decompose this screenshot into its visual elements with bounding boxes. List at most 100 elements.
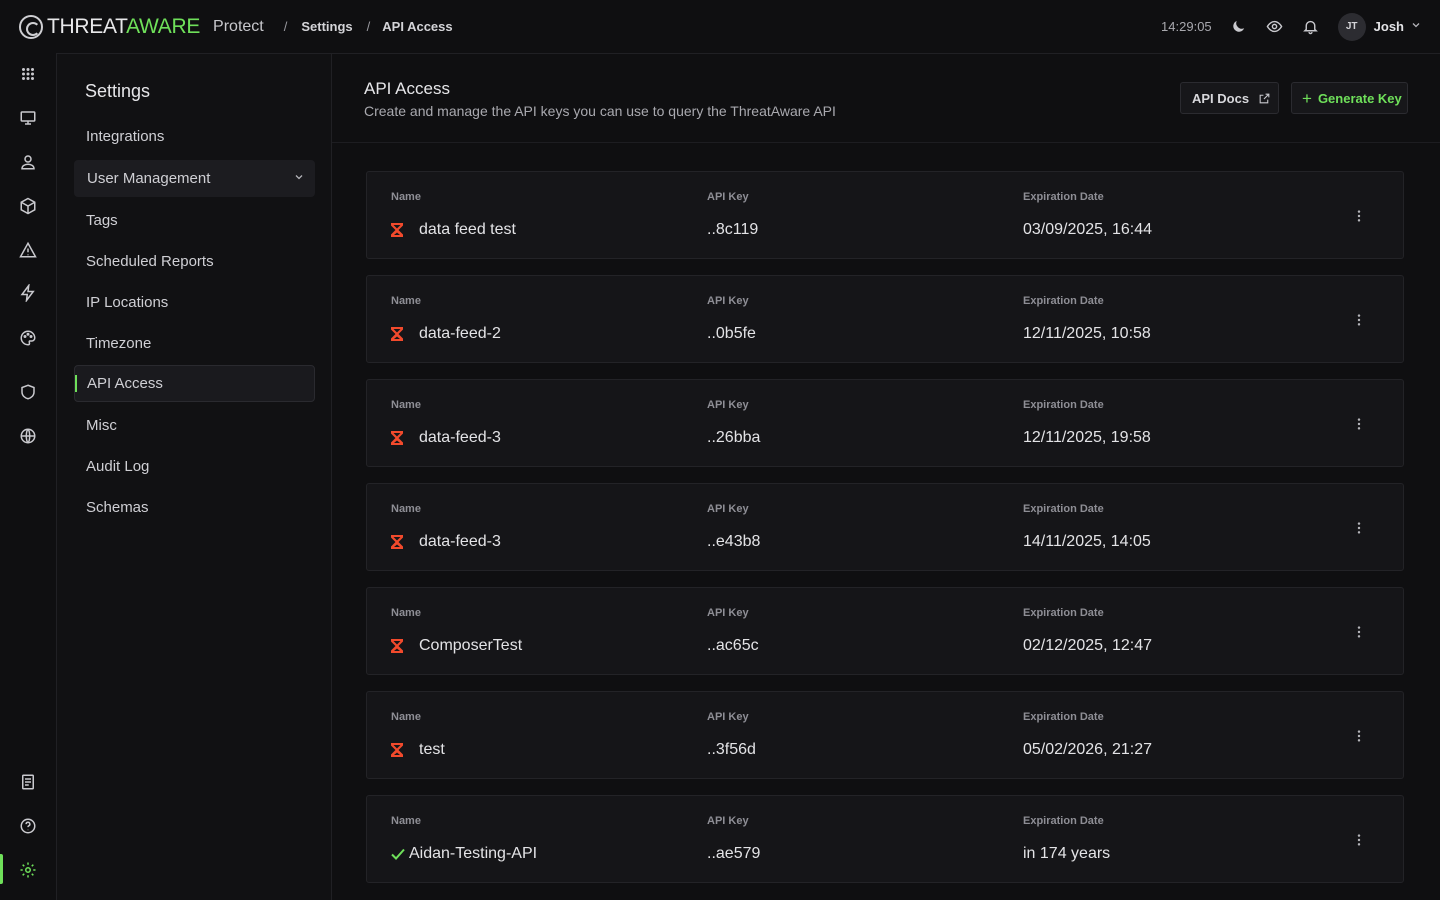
eye-icon[interactable] (1266, 18, 1284, 36)
column-label-api-key: API Key (707, 191, 749, 203)
hourglass-expired-icon (390, 326, 404, 342)
more-options-icon[interactable] (1351, 728, 1367, 744)
lightning-icon[interactable] (18, 283, 38, 303)
threataware-logo[interactable]: THREATAWARE (19, 14, 201, 39)
column-label-name: Name (391, 503, 421, 515)
key-name: ComposerTest (419, 637, 523, 654)
key-expiration: 12/11/2025, 10:58 (1023, 325, 1151, 342)
key-expiration: 12/11/2025, 19:58 (1023, 429, 1151, 446)
key-value: ..ac65c (707, 637, 759, 654)
api-key-row[interactable]: Name API Key Expiration Date data-feed-3 ..2… (366, 379, 1404, 467)
column-label-api-key: API Key (707, 503, 749, 515)
monitor-icon[interactable] (18, 108, 38, 128)
bell-icon[interactable] (1302, 18, 1320, 36)
logo-text: THREATAWARE (47, 14, 201, 38)
api-docs-button[interactable]: API Docs (1180, 82, 1279, 114)
settings-sidebar: Settings Integrations User Management Ta… (57, 53, 332, 900)
key-name: Aidan-Testing-API (409, 845, 538, 862)
more-options-icon[interactable] (1351, 416, 1367, 432)
column-label-api-key: API Key (707, 711, 749, 723)
breadcrumb-separator: / (283, 19, 288, 34)
hourglass-expired-icon (390, 222, 404, 238)
globe-icon[interactable] (18, 426, 38, 446)
column-label-api-key: API Key (707, 607, 749, 619)
column-label-expiration: Expiration Date (1023, 399, 1104, 411)
nav-item-user-management[interactable]: User Management (74, 160, 315, 197)
more-options-icon[interactable] (1351, 624, 1367, 640)
chevron-down-icon (293, 170, 305, 187)
help-icon[interactable] (18, 816, 38, 836)
column-label-name: Name (391, 711, 421, 723)
more-options-icon[interactable] (1351, 520, 1367, 536)
settings-title: Settings (85, 81, 151, 101)
nav-item-api-access[interactable]: API Access (74, 365, 315, 402)
nav-item-ip-locations[interactable]: IP Locations (86, 294, 169, 311)
top-bar: THREATAWARE Protect / Settings / API Acc… (0, 0, 1440, 53)
nav-item-misc[interactable]: Misc (86, 417, 117, 434)
column-label-name: Name (391, 815, 421, 827)
breadcrumb-settings[interactable]: Settings (301, 19, 353, 34)
generate-key-button[interactable]: + Generate Key (1291, 82, 1408, 114)
key-value: ..26bba (707, 429, 761, 446)
page-subtitle: Create and manage the API keys you can u… (364, 103, 836, 119)
api-key-row[interactable]: Name API Key Expiration Date data-feed-3 ..e… (366, 483, 1404, 571)
column-label-api-key: API Key (707, 399, 749, 411)
plus-icon: + (1302, 88, 1312, 108)
palette-icon[interactable] (18, 328, 38, 348)
external-link-icon (1259, 93, 1270, 103)
key-value: ..3f56d (707, 741, 756, 758)
key-expiration: in 174 years (1023, 845, 1111, 862)
key-value: ..8c119 (707, 221, 759, 238)
nav-item-audit-log[interactable]: Audit Log (86, 458, 150, 475)
hourglass-expired-icon (390, 742, 404, 758)
column-label-api-key: API Key (707, 295, 749, 307)
key-expiration: 14/11/2025, 14:05 (1023, 533, 1151, 550)
logo-mark-icon (19, 14, 43, 39)
main-content: API Access Create and manage the API key… (332, 53, 1440, 900)
user-name[interactable]: Josh (1373, 19, 1404, 34)
nav-item-timezone[interactable]: Timezone (86, 335, 152, 352)
key-value: ..0b5fe (707, 325, 756, 342)
avatar[interactable]: JT (1337, 12, 1366, 41)
warning-icon[interactable] (18, 240, 38, 260)
hourglass-expired-icon (390, 534, 404, 550)
more-options-icon[interactable] (1351, 832, 1367, 848)
key-name: data feed test (419, 221, 516, 238)
docs-icon[interactable] (18, 772, 38, 792)
product-name: Protect (213, 17, 264, 35)
column-label-expiration: Expiration Date (1023, 607, 1104, 619)
nav-item-scheduled-reports[interactable]: Scheduled Reports (86, 253, 214, 270)
more-options-icon[interactable] (1351, 208, 1367, 224)
breadcrumb-separator: / (366, 19, 371, 34)
api-key-row[interactable]: Name API Key Expiration Date ComposerTest..… (366, 587, 1404, 675)
key-value: ..e43b8 (707, 533, 761, 550)
more-options-icon[interactable] (1351, 312, 1367, 328)
moon-icon[interactable] (1230, 18, 1248, 36)
api-key-row[interactable]: Name API Key Expiration Date data-feed-2 ..0… (366, 275, 1404, 363)
key-expiration: 02/12/2025, 12:47 (1023, 637, 1153, 654)
column-label-api-key: API Key (707, 815, 749, 827)
shield-icon[interactable] (18, 382, 38, 402)
nav-item-integrations[interactable]: Integrations (86, 128, 165, 145)
key-expiration: 03/09/2025, 16:44 (1023, 221, 1153, 238)
column-label-name: Name (391, 399, 421, 411)
cube-icon[interactable] (18, 196, 38, 216)
page-header: API Access Create and manage the API key… (332, 54, 1440, 143)
settings-gear-icon[interactable] (18, 860, 38, 880)
nav-item-schemas[interactable]: Schemas (86, 499, 149, 516)
chevron-down-icon[interactable] (1410, 18, 1422, 36)
key-name: data-feed-3 (419, 429, 501, 446)
api-key-row[interactable]: Name API Key Expiration Date data feed test… (366, 171, 1404, 259)
api-key-row[interactable]: Name API Key Expiration Date test ..3f56d 05/… (366, 691, 1404, 779)
clock: 14:29:05 (1161, 19, 1212, 34)
column-label-name: Name (391, 607, 421, 619)
column-label-expiration: Expiration Date (1023, 815, 1104, 827)
checkmark-icon (390, 846, 406, 862)
user-icon[interactable] (18, 152, 38, 172)
hourglass-expired-icon (390, 430, 404, 446)
column-label-expiration: Expiration Date (1023, 295, 1104, 307)
api-key-row[interactable]: Name API Key Expiration Date Aidan-Testing-… (366, 795, 1404, 883)
column-label-name: Name (391, 295, 421, 307)
apps-grid-icon[interactable] (18, 64, 38, 84)
nav-item-tags[interactable]: Tags (86, 212, 118, 229)
